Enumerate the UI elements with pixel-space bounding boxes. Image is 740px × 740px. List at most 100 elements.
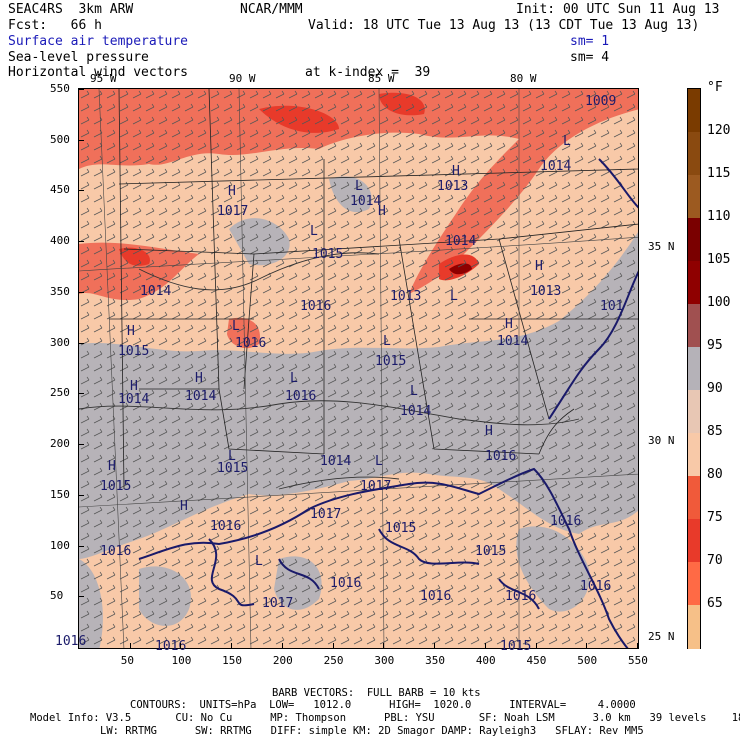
state-boundaries: [109, 89, 638, 490]
smoothing-1: sm= 1: [570, 34, 610, 49]
coastline: [138, 158, 638, 648]
colorbar-segment: [688, 390, 700, 434]
isobar-value: 1015: [475, 544, 507, 559]
x-tick-label: 550: [628, 654, 648, 667]
field-pressure: Sea-level pressure: [8, 50, 149, 65]
colorbar-label: 90: [707, 381, 723, 396]
contour-legend: CONTOURS: UNITS=hPa LOW= 1012.0 HIGH= 10…: [130, 699, 636, 711]
y-tick-label: 50: [50, 589, 64, 603]
model-title: SEAC4RS 3km ARW: [8, 2, 134, 17]
isobar-value: 1016: [505, 589, 537, 604]
colorbar-unit: °F: [707, 80, 723, 95]
high-pressure-mark: H: [505, 317, 513, 332]
y-tick-label: 100: [50, 538, 70, 552]
lon-label: 90 W: [229, 72, 256, 85]
y-tick: [78, 545, 84, 547]
y-tick-label: 350: [50, 284, 70, 298]
y-tick: [78, 342, 84, 344]
k-index: at k-index = 39: [305, 65, 431, 80]
low-pressure-mark: L: [410, 384, 418, 399]
colorbar-segment: [688, 605, 700, 649]
isobar-value: 1014: [400, 404, 432, 419]
isobar-value: 1016: [485, 449, 517, 464]
colorbar-label: 80: [707, 467, 723, 482]
isobar-value: 1015: [385, 521, 417, 536]
colorbar-label: 75: [707, 510, 723, 525]
colorbar-label: 95: [707, 338, 723, 353]
colorbar-label: 110: [707, 209, 731, 224]
colorbar-segment: [688, 476, 700, 520]
x-tick-label: 500: [577, 654, 598, 667]
low-pressure-mark: L: [383, 334, 391, 349]
x-tick: [129, 643, 131, 649]
x-tick: [535, 643, 537, 649]
isobar-value: 1016: [300, 299, 332, 314]
y-tick-label: 150: [50, 487, 70, 501]
y-tick-label: 300: [50, 335, 70, 349]
smoothing-2: sm= 4: [570, 50, 610, 65]
field-temperature: Surface air temperature: [8, 34, 189, 49]
y-tick: [78, 190, 84, 192]
isobar-value: 1017: [310, 507, 342, 522]
x-tick-label: 200: [272, 654, 293, 667]
low-pressure-mark: L: [255, 554, 263, 569]
isobar-value: 1016: [55, 634, 87, 649]
isobar-value: 1016: [285, 389, 317, 404]
lon-label: 95 W: [90, 72, 117, 85]
isobar-value: 1015: [217, 461, 249, 476]
valid-time: Valid: 18 UTC Tue 13 Aug 13 (13 CDT Tue …: [308, 18, 700, 33]
isobar-value: 1017: [217, 204, 249, 219]
y-tick: [78, 596, 84, 598]
isobar-value: 1015: [500, 639, 532, 654]
colorbar-segment: [688, 562, 700, 606]
colorbar-label: 70: [707, 553, 723, 568]
isobar-value: 1016: [235, 336, 267, 351]
field-wind: Horizontal wind vectors: [8, 65, 189, 80]
x-tick: [434, 643, 436, 649]
colorbar-label: 65: [707, 596, 723, 611]
init-time: Init: 00 UTC Sun 11 Aug 13: [516, 2, 720, 17]
y-tick-label: 500: [50, 132, 70, 146]
isobar-value: 1015: [375, 354, 407, 369]
isobar-value: 1014: [320, 454, 352, 469]
isobar-value: 1014: [445, 234, 477, 249]
colorbar-segment: [688, 519, 700, 563]
x-tick-label: 150: [222, 654, 243, 667]
colorbar-segment: [688, 175, 700, 219]
isobar-value: 1014: [140, 284, 172, 299]
y-tick: [78, 241, 84, 243]
isobar-value: 1014: [540, 159, 572, 174]
isobar-value: 1014: [185, 389, 217, 404]
y-tick: [78, 139, 84, 141]
x-tick-label: 400: [475, 654, 496, 667]
x-tick: [586, 643, 588, 649]
y-tick-label: 400: [50, 234, 70, 248]
isobars: [79, 252, 580, 490]
low-pressure-mark: L: [290, 371, 298, 386]
colorbar-label: 85: [707, 424, 723, 439]
y-tick-label: 200: [50, 437, 70, 451]
high-pressure-mark: H: [108, 459, 116, 474]
y-tick: [78, 291, 84, 293]
high-pressure-mark: H: [378, 204, 386, 219]
x-tick-label: 100: [171, 654, 192, 667]
lon-label: 85 W: [368, 72, 395, 85]
colorbar-segment: [688, 347, 700, 391]
isobar-value: 1017: [360, 479, 392, 494]
x-tick-label: 300: [374, 654, 395, 667]
high-pressure-mark: H: [228, 184, 236, 199]
y-tick: [78, 494, 84, 496]
x-tick: [637, 643, 638, 649]
high-pressure-mark: H: [485, 424, 493, 439]
isobar-value: 1014: [497, 334, 529, 349]
low-pressure-mark: L: [375, 454, 383, 469]
y-tick: [78, 444, 84, 446]
isobar-value: 1014: [118, 392, 150, 407]
isobar-value: 1015: [118, 344, 150, 359]
lat-label: 30 N: [648, 434, 675, 447]
low-pressure-mark: L: [232, 319, 240, 334]
isobar-value: 101: [600, 299, 624, 314]
high-pressure-mark: H: [130, 379, 138, 394]
temperature-colorbar: [687, 88, 701, 649]
isobar-value: 1016: [100, 544, 132, 559]
